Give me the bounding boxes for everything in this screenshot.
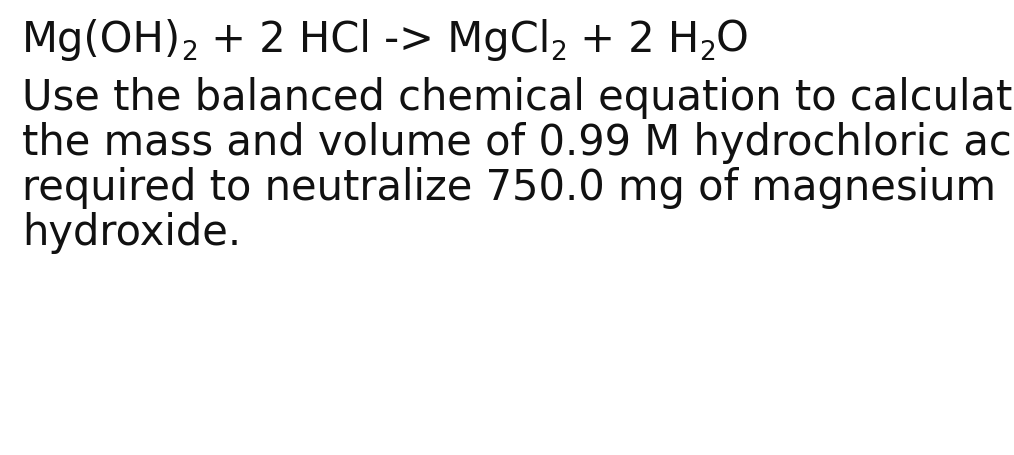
Text: + 2 H: + 2 H — [567, 19, 699, 61]
Text: required to neutralize 750.0 mg of magnesium: required to neutralize 750.0 mg of magne… — [22, 167, 996, 208]
Text: 2: 2 — [699, 40, 716, 66]
Text: 2: 2 — [551, 40, 567, 66]
Text: 2: 2 — [182, 40, 198, 66]
Text: the mass and volume of 0.99 M hydrochloric acid: the mass and volume of 0.99 M hydrochlor… — [22, 122, 1014, 164]
Text: O: O — [716, 19, 748, 61]
Text: Mg(OH): Mg(OH) — [22, 19, 182, 61]
Text: Use the balanced chemical equation to calculate: Use the balanced chemical equation to ca… — [22, 77, 1014, 119]
Text: + 2 HCl -> MgCl: + 2 HCl -> MgCl — [198, 19, 551, 61]
Text: hydroxide.: hydroxide. — [22, 212, 241, 253]
